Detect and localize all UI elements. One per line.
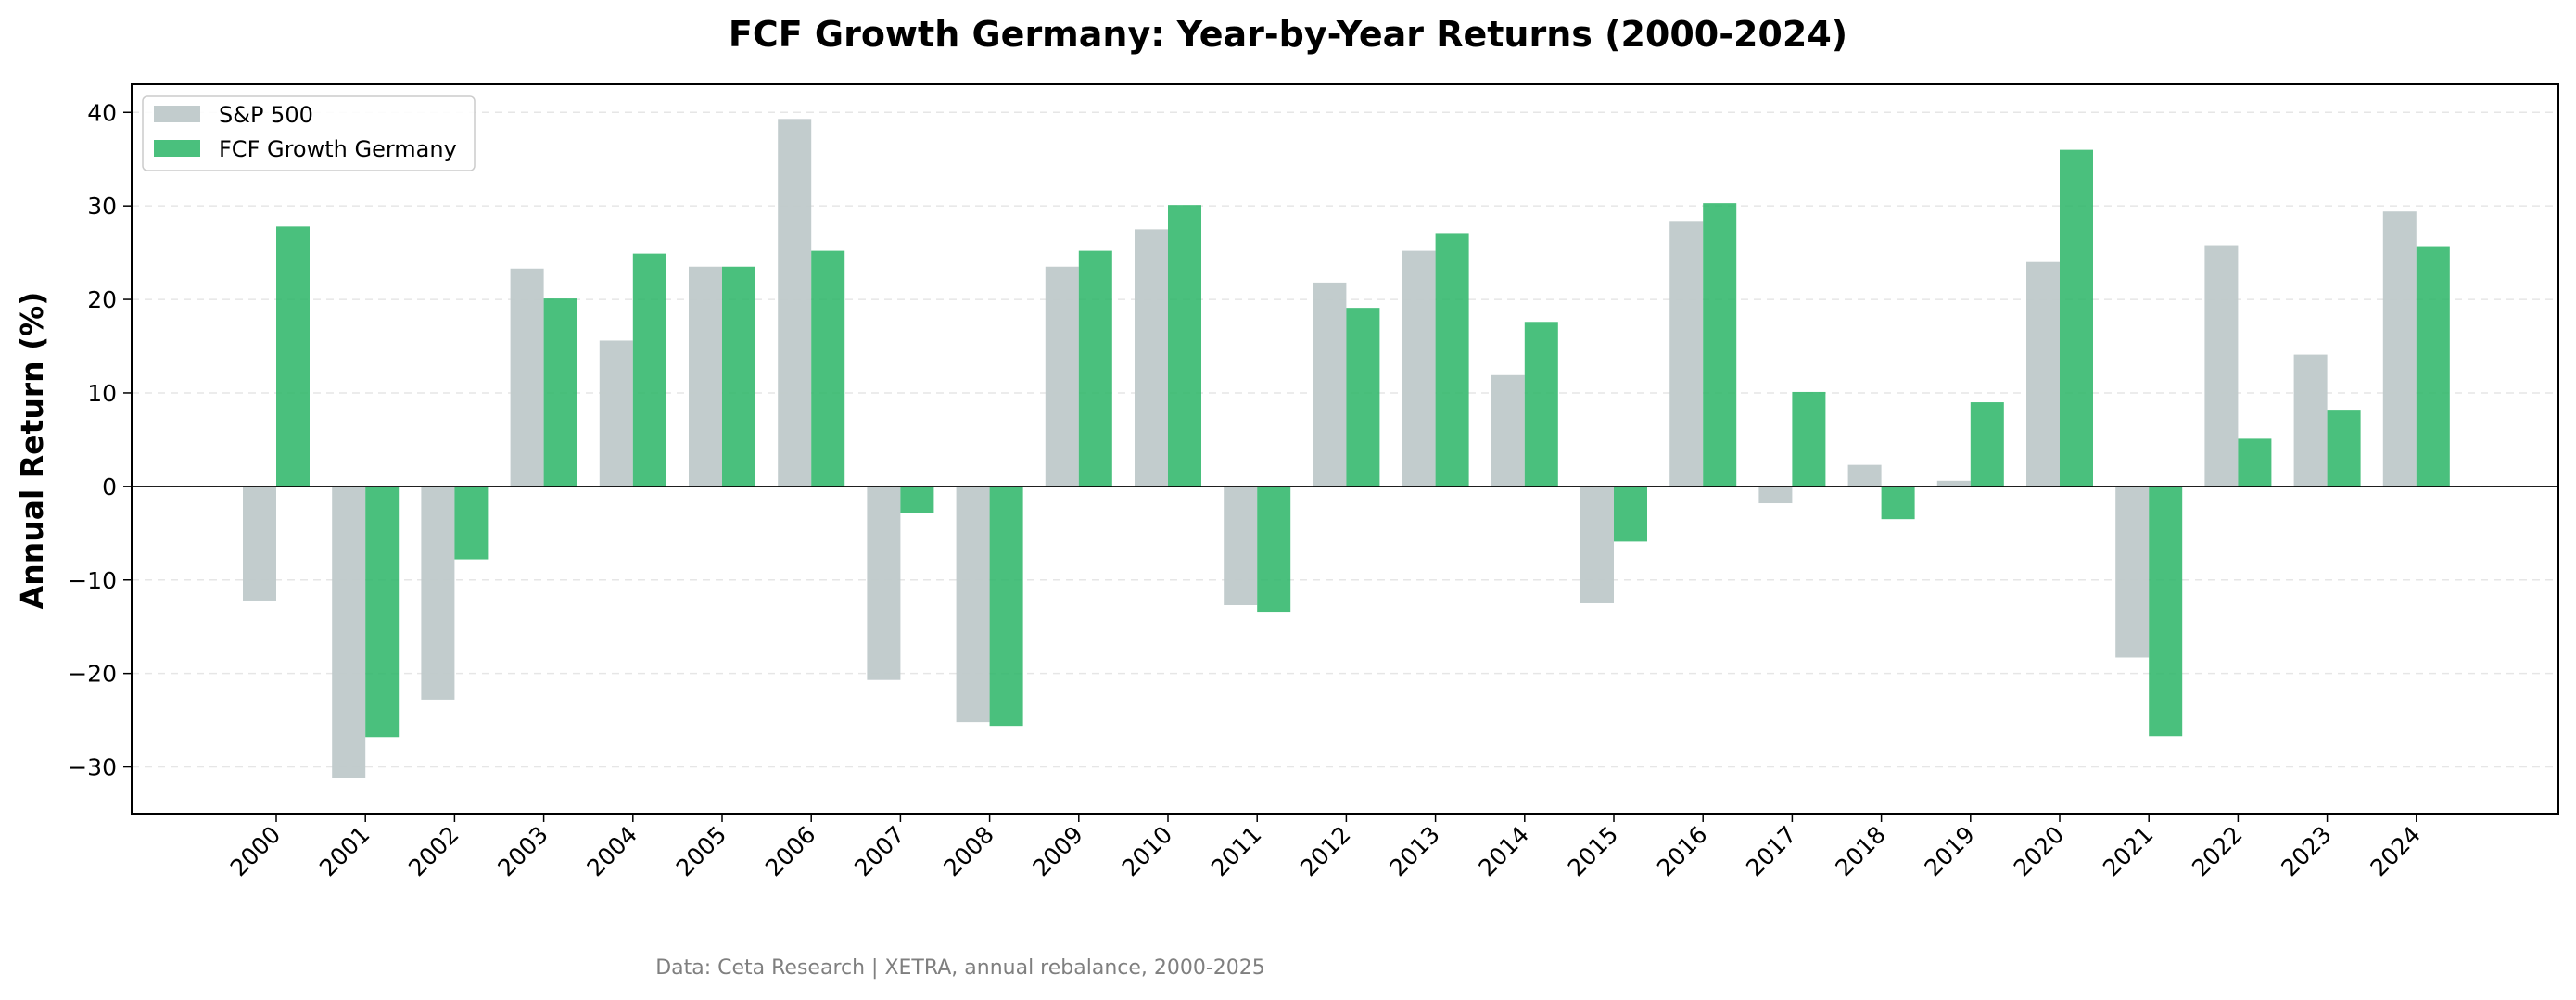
bar-sp500-2023 bbox=[2293, 354, 2328, 487]
bar-fcf-growth-germany-2006 bbox=[811, 250, 845, 487]
y-tick-label: 20 bbox=[87, 286, 117, 313]
bar-sp500-2019 bbox=[1936, 480, 1971, 487]
legend-label-fcf-growth-germany: FCF Growth Germany bbox=[219, 136, 457, 162]
bar-sp500-2010 bbox=[1135, 229, 1168, 487]
bar-fcf-growth-germany-2001 bbox=[365, 486, 400, 738]
bar-sp500-2013 bbox=[1402, 250, 1436, 487]
y-axis-label: Annual Return (%) bbox=[14, 292, 50, 610]
bar-fcf-growth-germany-2023 bbox=[2327, 410, 2361, 487]
y-tick-label: 30 bbox=[87, 193, 117, 220]
legend-swatch-sp500 bbox=[154, 106, 200, 122]
bar-fcf-growth-germany-2020 bbox=[2060, 149, 2093, 487]
bar-sp500-2021 bbox=[2115, 486, 2150, 658]
bar-fcf-growth-germany-2004 bbox=[632, 253, 666, 487]
data-source-footer: Data: Ceta Research | XETRA, annual reba… bbox=[655, 956, 1265, 980]
bar-fcf-growth-germany-2002 bbox=[454, 486, 489, 560]
bar-fcf-growth-germany-2012 bbox=[1346, 308, 1380, 487]
bar-sp500-2006 bbox=[778, 119, 812, 487]
legend-box bbox=[142, 95, 476, 171]
bar-fcf-growth-germany-2008 bbox=[989, 486, 1023, 727]
y-tick-label: −20 bbox=[68, 661, 117, 688]
bar-sp500-2022 bbox=[2204, 245, 2239, 487]
bar-sp500-2014 bbox=[1491, 374, 1525, 487]
bar-sp500-2011 bbox=[1224, 486, 1258, 605]
bar-sp500-2003 bbox=[510, 268, 544, 487]
legend-swatch-fcf-growth-germany bbox=[154, 140, 200, 157]
bar-sp500-2016 bbox=[1669, 221, 1704, 487]
y-tick-label: 40 bbox=[87, 99, 117, 126]
bar-fcf-growth-germany-2013 bbox=[1435, 233, 1469, 487]
bar-fcf-growth-germany-2011 bbox=[1257, 486, 1291, 613]
bar-sp500-2024 bbox=[2382, 211, 2417, 487]
bar-fcf-growth-germany-2014 bbox=[1524, 322, 1558, 487]
bar-fcf-growth-germany-2024 bbox=[2416, 246, 2450, 487]
bar-fcf-growth-germany-2022 bbox=[2238, 438, 2272, 487]
bar-fcf-growth-germany-2003 bbox=[543, 298, 577, 487]
bar-sp500-2008 bbox=[956, 486, 990, 723]
bar-sp500-2017 bbox=[1758, 486, 1793, 504]
bar-fcf-growth-germany-2007 bbox=[900, 486, 934, 513]
bars bbox=[243, 119, 2450, 778]
bar-sp500-2009 bbox=[1045, 266, 1079, 487]
y-tick-label: 0 bbox=[102, 474, 117, 500]
legend: S&P 500 FCF Growth Germany bbox=[142, 95, 476, 171]
bar-fcf-growth-germany-2015 bbox=[1614, 486, 1647, 542]
y-tick-label: −30 bbox=[68, 754, 117, 781]
chart-title: FCF Growth Germany: Year-by-Year Returns… bbox=[729, 14, 1847, 55]
bar-fcf-growth-germany-2016 bbox=[1703, 203, 1737, 487]
y-axis: −30 −20 −10 0 10 20 30 40 bbox=[68, 99, 132, 781]
y-tick-label: 10 bbox=[87, 380, 117, 407]
bar-sp500-2004 bbox=[599, 340, 633, 487]
bar-sp500-2001 bbox=[332, 486, 366, 778]
bar-sp500-2007 bbox=[867, 486, 901, 680]
legend-label-sp500: S&P 500 bbox=[219, 102, 313, 128]
bar-sp500-2002 bbox=[421, 486, 455, 700]
bar-sp500-2012 bbox=[1313, 282, 1347, 487]
bar-fcf-growth-germany-2021 bbox=[2149, 486, 2183, 737]
bar-sp500-2018 bbox=[1847, 464, 1882, 487]
bar-fcf-growth-germany-2005 bbox=[722, 266, 755, 487]
bar-fcf-growth-germany-2009 bbox=[1078, 250, 1112, 487]
bar-fcf-growth-germany-2000 bbox=[276, 226, 310, 487]
bar-sp500-2000 bbox=[243, 486, 276, 601]
bar-fcf-growth-germany-2018 bbox=[1881, 486, 1915, 520]
bar-sp500-2020 bbox=[2026, 261, 2060, 487]
bar-sp500-2005 bbox=[689, 266, 722, 487]
y-tick-label: −10 bbox=[68, 567, 117, 594]
bar-fcf-growth-germany-2017 bbox=[1792, 391, 1826, 487]
plot-frame bbox=[131, 83, 2559, 815]
bar-fcf-growth-germany-2010 bbox=[1168, 205, 1201, 487]
bar-fcf-growth-germany-2019 bbox=[1970, 402, 2004, 487]
bar-sp500-2015 bbox=[1580, 486, 1614, 603]
